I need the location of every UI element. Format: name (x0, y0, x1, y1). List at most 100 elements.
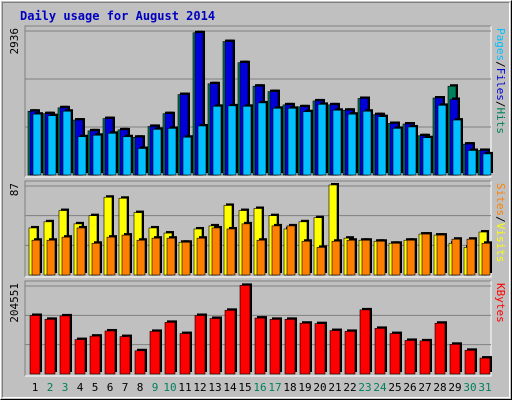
bar-pages (152, 129, 162, 176)
day-label: 15 (238, 381, 251, 394)
bar-pages (317, 104, 327, 176)
legend-entry: Files (494, 68, 507, 101)
day-label: 3 (62, 381, 69, 394)
panel-kbytes: 204551 KBytes (8, 280, 507, 377)
day-label: 20 (313, 381, 326, 394)
bar-kbytes (374, 328, 386, 375)
bar-sites (451, 238, 461, 276)
bar-kbytes (284, 319, 296, 375)
bar-kbytes (164, 322, 176, 375)
bar-pages (77, 136, 87, 176)
bar-kbytes (134, 350, 146, 375)
bar-kbytes (104, 330, 116, 375)
day-label: 28 (433, 381, 446, 394)
bar-pages (107, 133, 117, 176)
bar-kbytes (449, 344, 461, 375)
bar-pages (302, 111, 312, 176)
day-label: 23 (358, 381, 371, 394)
chart-title: Daily usage for August 2014 (20, 9, 215, 23)
bar-kbytes (119, 336, 131, 375)
day-label: 11 (178, 381, 191, 394)
bar-kbytes (389, 333, 401, 375)
bar-pages (197, 125, 207, 176)
day-label: 9 (152, 381, 159, 394)
bar-pages (467, 150, 477, 176)
day-label: 25 (388, 381, 401, 394)
bar-kbytes (479, 357, 491, 375)
bar-pages (407, 126, 417, 176)
y-max-label: 87 (8, 183, 21, 196)
bar-pages (272, 107, 282, 176)
bar-pages (437, 105, 447, 176)
day-label: 12 (193, 381, 206, 394)
bar-sites (226, 228, 236, 276)
bar-kbytes (74, 339, 86, 375)
day-label: 6 (107, 381, 114, 394)
legend-entry: Pages (494, 28, 507, 61)
bar-pages (392, 128, 402, 176)
legend: Pages/Files/Hits (494, 28, 507, 134)
day-label: 1 (32, 381, 39, 394)
bar-sites (256, 239, 266, 276)
bar-pages (212, 106, 222, 176)
bar-sites (466, 238, 476, 276)
day-label: 26 (403, 381, 416, 394)
bar-sites (91, 242, 101, 276)
bar-sites (376, 240, 386, 276)
bar-kbytes (209, 318, 221, 375)
bar-sites (46, 239, 56, 276)
bar-kbytes (149, 331, 161, 375)
bar-pages (332, 109, 342, 176)
panel-visits-sites: 87 Sites/Visits (8, 180, 507, 278)
day-label: 31 (478, 381, 491, 394)
legend-entry: KBytes (494, 283, 507, 323)
day-label: 29 (448, 381, 461, 394)
legend-entry: / (494, 61, 507, 68)
bar-pages (32, 113, 42, 176)
bar-sites (436, 234, 446, 276)
day-label: 5 (92, 381, 99, 394)
day-label: 10 (163, 381, 176, 394)
bar-pages (422, 137, 432, 176)
bar-pages (242, 106, 252, 176)
bar-sites (196, 237, 206, 276)
bar-pages (227, 105, 237, 176)
bar-kbytes (464, 350, 476, 375)
legend-entry: / (494, 216, 507, 223)
bar-kbytes (404, 340, 416, 375)
bar-kbytes (359, 309, 371, 375)
day-label: 19 (298, 381, 311, 394)
bar-pages (92, 134, 102, 176)
bar-sites (166, 237, 176, 276)
bar-sites (331, 240, 341, 276)
bar-sites (481, 242, 491, 276)
legend: KBytes (494, 283, 507, 323)
day-label: 2 (47, 381, 54, 394)
bar-pages (257, 102, 267, 176)
day-label: 30 (463, 381, 476, 394)
bar-pages (167, 128, 177, 176)
bar-pages (362, 110, 372, 176)
bar-kbytes (44, 319, 56, 375)
bar-pages (287, 107, 297, 176)
bar-kbytes (224, 310, 236, 375)
legend-entry: Hits (494, 108, 507, 135)
bar-sites (421, 233, 431, 276)
day-label: 4 (77, 381, 84, 394)
bar-sites (271, 225, 281, 276)
bar-sites (301, 240, 311, 276)
bar-sites (316, 247, 326, 276)
bar-sites (76, 227, 86, 276)
legend-entry: / (494, 101, 507, 108)
bar-sites (361, 239, 371, 276)
bar-kbytes (314, 323, 326, 375)
bar-kbytes (344, 331, 356, 375)
bar-sites (181, 241, 191, 276)
legend-entry: Visits (494, 223, 507, 263)
bar-pages (47, 115, 57, 176)
bar-sites (241, 223, 251, 276)
day-label: 13 (208, 381, 221, 394)
bar-sites (121, 234, 131, 276)
bar-sites (346, 239, 356, 276)
